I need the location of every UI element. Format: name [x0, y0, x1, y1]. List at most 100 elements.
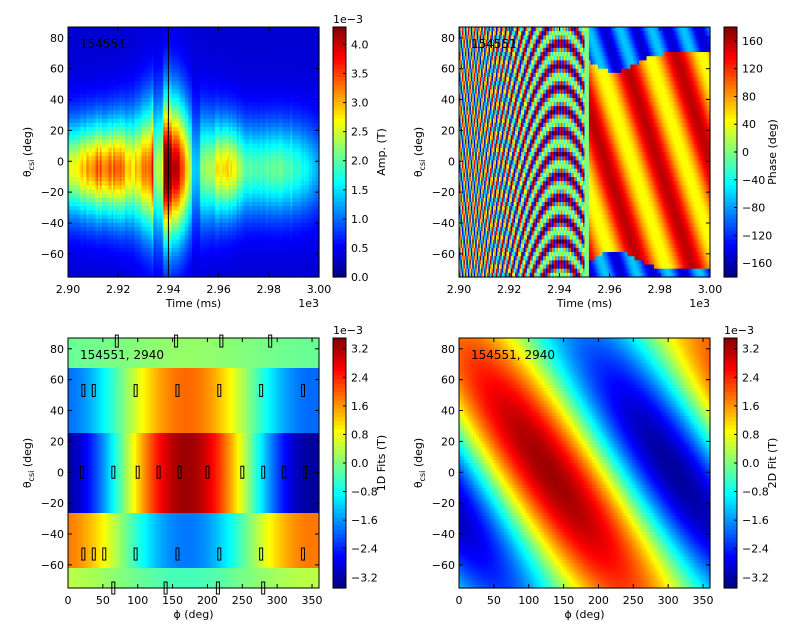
- heat-cell: [113, 239, 116, 245]
- heat-cell: [114, 260, 118, 266]
- heat-cell: [114, 218, 118, 224]
- heat-cell: [113, 260, 116, 266]
- heat-cell: [93, 52, 96, 57]
- heat-cell: [69, 264, 72, 270]
- heat-cell: [106, 81, 109, 86]
- heat-cell: [73, 135, 76, 141]
- heat-cell: [73, 143, 76, 149]
- heat-cell: [74, 110, 77, 116]
- heat-cell: [83, 264, 86, 270]
- heat-cell: [69, 106, 72, 111]
- heat-cell: [106, 197, 109, 203]
- heat-cell: [91, 210, 94, 216]
- heat-cell: [68, 43, 71, 49]
- heat-cell: [98, 210, 101, 216]
- heat-cell: [83, 231, 86, 236]
- heat-cell: [111, 218, 114, 224]
- heat-cell: [73, 56, 76, 61]
- heat-cell: [73, 35, 76, 41]
- heat-cell: [119, 114, 123, 120]
- heat-cell: [83, 222, 86, 228]
- heat-cell: [111, 122, 114, 128]
- heat-cell: [119, 181, 123, 186]
- heat-cell: [123, 93, 126, 99]
- heat-cell: [78, 106, 81, 111]
- heat-cell: [71, 218, 74, 224]
- heat-cell: [114, 247, 118, 253]
- heat-cell: [74, 185, 77, 191]
- heat-cell: [104, 247, 108, 253]
- heat-cell: [126, 227, 129, 232]
- heat-cell: [98, 114, 101, 120]
- heat-cell: [96, 131, 99, 136]
- heat-cell: [118, 239, 121, 245]
- heat-cell: [79, 164, 82, 170]
- heat-cell: [79, 81, 82, 86]
- heat-cell: [79, 110, 82, 116]
- heat-cell: [86, 35, 89, 41]
- heat-cell: [84, 31, 87, 36]
- heat-cell: [84, 214, 87, 220]
- heat-cell: [68, 143, 71, 149]
- heat-cell: [99, 206, 103, 211]
- heat-cell: [98, 214, 101, 220]
- heat-cell: [71, 77, 74, 82]
- heat-cell: [116, 139, 119, 145]
- heat-cell: [124, 77, 128, 82]
- heat-cell: [111, 39, 114, 45]
- heat-cell: [103, 164, 106, 170]
- heat-cell: [98, 110, 101, 116]
- heat-cell: [91, 231, 94, 236]
- heat-cell: [123, 202, 126, 207]
- heat-cell: [73, 189, 76, 195]
- heat-cell: [83, 39, 86, 45]
- heat-cell: [124, 206, 128, 211]
- heat-cell: [114, 72, 118, 78]
- heat-cell: [83, 72, 86, 78]
- heat-cell: [84, 35, 87, 41]
- heat-cell: [111, 93, 114, 99]
- heat-cell: [83, 127, 86, 132]
- heat-cell: [73, 89, 76, 95]
- heat-cell: [124, 52, 128, 57]
- heat-cell: [78, 114, 81, 120]
- heat-cell: [119, 193, 123, 199]
- heat-cell: [84, 168, 87, 174]
- heat-cell: [89, 39, 93, 45]
- heat-cell: [103, 122, 106, 128]
- heat-cell: [94, 189, 98, 195]
- heat-cell: [91, 122, 94, 128]
- heat-cell: [84, 102, 87, 107]
- heat-cell: [93, 97, 96, 103]
- heat-cell: [76, 64, 79, 70]
- heat-cell: [121, 60, 124, 66]
- heat-cell: [96, 197, 99, 203]
- heat-cell: [106, 235, 109, 241]
- heat-cell: [89, 152, 93, 157]
- heat-cell: [89, 206, 93, 211]
- heat-cell: [91, 222, 94, 228]
- heat-cell: [101, 72, 104, 78]
- heat-cell: [68, 185, 71, 191]
- heat-cell: [116, 60, 119, 66]
- heat-cell: [126, 122, 129, 128]
- heat-cell: [118, 127, 121, 132]
- heat-cell: [116, 164, 119, 170]
- heat-cell: [91, 85, 94, 91]
- heat-cell: [74, 256, 77, 261]
- heat-cell: [89, 81, 93, 86]
- heat-cell: [86, 218, 89, 224]
- heat-cell: [78, 60, 81, 66]
- heat-cell: [81, 60, 84, 66]
- heat-cell: [99, 231, 103, 236]
- heat-cell: [103, 197, 106, 203]
- heat-cell: [69, 31, 72, 36]
- heat-cell: [74, 89, 77, 95]
- heat-cell: [123, 81, 126, 86]
- heat-cell: [104, 35, 108, 41]
- heat-cell: [101, 135, 104, 141]
- heat-cell: [119, 152, 123, 157]
- heat-cell: [84, 239, 87, 245]
- heat-cell: [89, 27, 93, 32]
- heat-cell: [119, 172, 123, 178]
